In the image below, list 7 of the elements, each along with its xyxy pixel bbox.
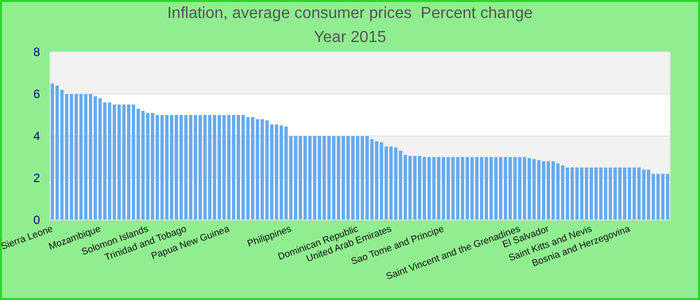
y-tick-label: 0	[33, 213, 40, 228]
y-tick-label: 8	[33, 45, 40, 60]
chart-subtitle: Year 2015	[314, 29, 386, 46]
y-tick-label: 4	[33, 129, 40, 144]
y-tick-label: 6	[33, 87, 40, 102]
y-tick-label: 2	[33, 171, 40, 186]
chart-title: Inflation, average consumer prices Percent change	[167, 5, 533, 22]
